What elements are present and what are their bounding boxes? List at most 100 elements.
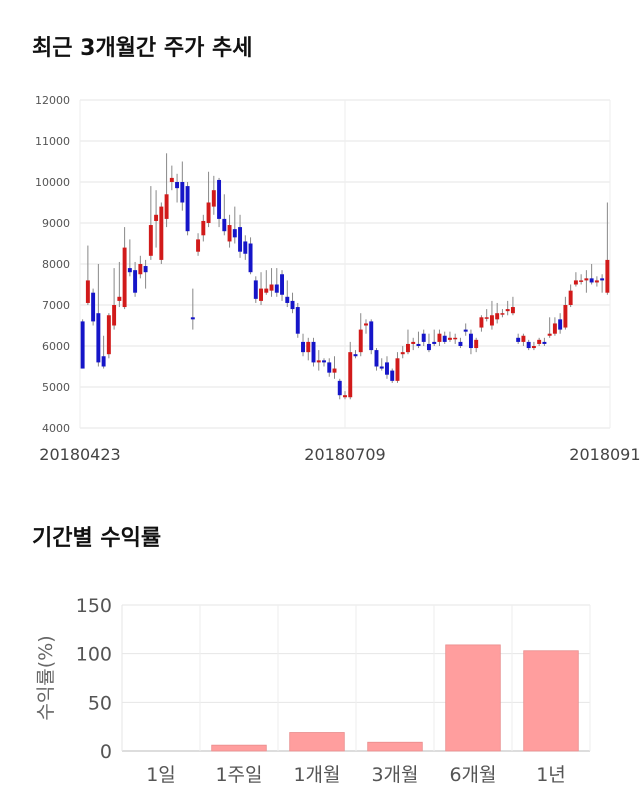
candle-body	[259, 288, 264, 301]
candle-body	[584, 278, 589, 281]
candle-body	[269, 284, 274, 291]
candle-body	[358, 329, 363, 353]
candle-body	[552, 323, 557, 334]
candle-body	[521, 335, 526, 342]
candle-body	[411, 341, 416, 344]
candle-body	[421, 333, 426, 342]
candle-body	[154, 214, 159, 221]
returns-title: 기간별 수익률	[32, 526, 162, 551]
candle-body	[285, 296, 290, 303]
candle-body	[253, 280, 258, 299]
candle-body	[196, 239, 201, 252]
y-tick-label: 5000	[42, 381, 70, 394]
candle-body	[526, 341, 531, 349]
candle-body	[322, 360, 326, 363]
candle-body	[474, 339, 479, 349]
candle-body	[201, 220, 206, 236]
candle-body	[290, 300, 295, 310]
x-tick-label: 3개월	[371, 764, 418, 786]
candle-body	[80, 321, 85, 369]
x-tick-label: 20180918	[569, 445, 640, 464]
candle-body	[138, 264, 143, 275]
candle-body	[232, 229, 237, 238]
candle-body	[400, 352, 405, 355]
candle-body	[227, 225, 232, 242]
candle-body	[206, 202, 211, 223]
return-bar	[211, 744, 267, 752]
candle-body	[589, 278, 594, 283]
candle-body	[122, 247, 127, 308]
candle-body	[432, 341, 437, 344]
y-tick-label: 11000	[35, 135, 70, 148]
candle-body	[101, 356, 106, 367]
y-tick-label: 7000	[42, 299, 70, 312]
y-axis-label: 수익률(%)	[35, 635, 57, 720]
returns-bar-chart: 0 50 100 150 1일 1주일 1개월 3개월 6개월 1년 수익률(%)	[35, 595, 591, 786]
candle-body	[390, 370, 395, 381]
candle-body	[264, 288, 269, 293]
x-tick-label: 20180423	[39, 445, 120, 464]
candle-body	[600, 278, 605, 281]
candle-body	[327, 362, 332, 373]
candle-body	[306, 341, 311, 353]
candle-body	[280, 274, 284, 295]
candle-body	[416, 343, 421, 346]
candle-body	[484, 317, 489, 319]
candle-body	[117, 296, 122, 301]
candle-body	[406, 343, 410, 353]
candle-body	[159, 206, 164, 260]
y-tick-label: 8000	[42, 258, 70, 271]
candle-body	[395, 358, 400, 381]
candle-body	[573, 280, 578, 285]
y-tick-label: 10000	[35, 176, 70, 189]
return-bar	[445, 644, 501, 752]
candle-body	[458, 341, 463, 346]
candle-body	[85, 280, 90, 303]
candle-body	[364, 323, 368, 326]
candle-body	[547, 333, 552, 336]
candle-body	[510, 307, 515, 314]
candle-body	[311, 341, 316, 363]
candle-body	[180, 182, 185, 203]
candle-body	[453, 337, 458, 340]
candle-body	[96, 313, 101, 363]
candle-body	[143, 266, 148, 273]
candle-body	[531, 346, 536, 349]
candle-body	[164, 194, 169, 219]
y-tick-label: 100	[76, 644, 112, 666]
y-tick-label: 4000	[42, 422, 70, 435]
candle-body	[238, 227, 243, 252]
y-tick-label: 12000	[35, 94, 70, 107]
candle-body	[190, 317, 195, 320]
candle-body	[348, 352, 353, 398]
candle-body	[558, 319, 563, 330]
candle-body	[301, 341, 305, 353]
candle-body	[537, 339, 542, 344]
candle-body	[112, 305, 117, 326]
candle-body	[127, 268, 132, 273]
candle-body	[495, 313, 500, 320]
candle-body	[489, 315, 494, 326]
candle-body	[437, 333, 442, 342]
x-tick-label: 6개월	[449, 764, 496, 786]
y-tick-label: 0	[100, 741, 112, 763]
candle-body	[217, 179, 222, 219]
candle-body	[185, 186, 190, 232]
candle-body	[500, 313, 505, 315]
candle-body	[337, 380, 342, 396]
candle-body	[222, 218, 227, 232]
candle-body	[332, 368, 337, 373]
candle-body	[563, 305, 568, 328]
candle-body	[148, 225, 153, 256]
candle-body	[243, 241, 248, 254]
candle-body	[343, 395, 347, 398]
price-trend-title: 최근 3개월간 주가 추세	[32, 36, 253, 61]
return-bar	[523, 650, 579, 752]
candle-body	[274, 284, 279, 293]
candle-body	[385, 362, 389, 375]
candle-body	[442, 335, 447, 342]
x-tick-label: 1년	[536, 764, 566, 786]
y-tick-label: 6000	[42, 340, 70, 353]
candle-body	[447, 337, 452, 340]
candle-body	[594, 280, 599, 283]
